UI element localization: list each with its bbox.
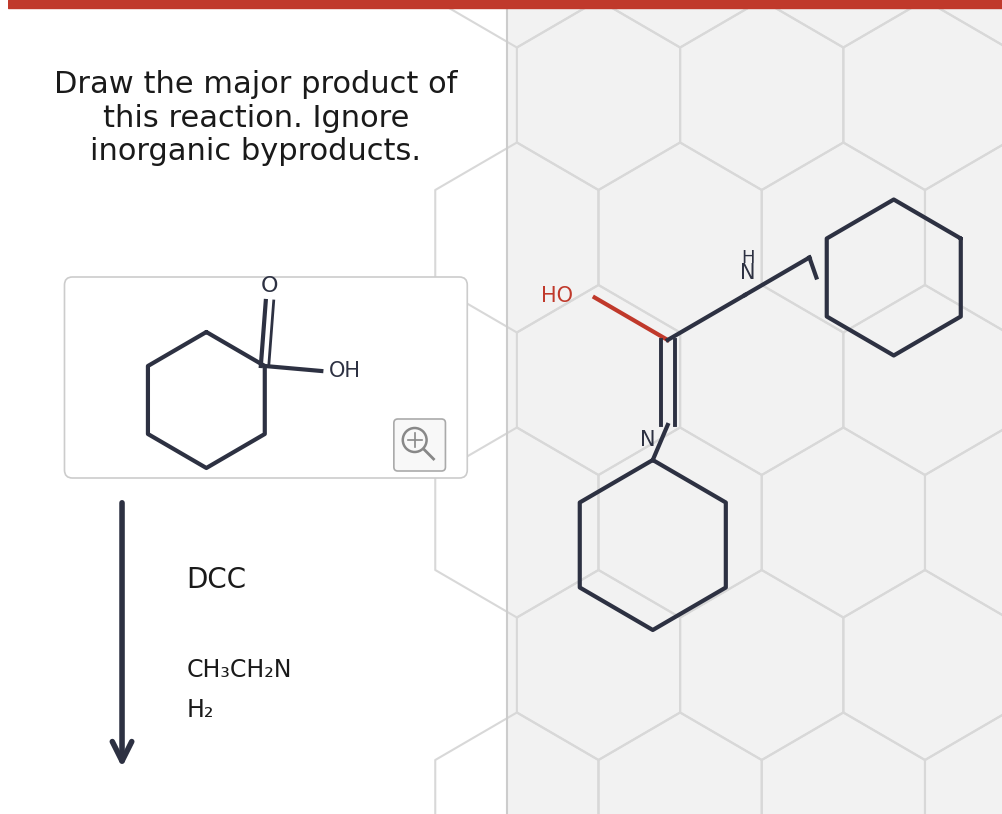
Text: CH₃CH₂N: CH₃CH₂N bbox=[186, 658, 292, 682]
Text: HO: HO bbox=[541, 286, 573, 305]
Text: H₂: H₂ bbox=[186, 698, 213, 722]
FancyBboxPatch shape bbox=[64, 277, 467, 478]
Text: N: N bbox=[740, 263, 756, 283]
FancyBboxPatch shape bbox=[394, 419, 446, 471]
Bar bbox=[8, 0, 1002, 8]
Text: Draw the major product of
this reaction. Ignore
inorganic byproducts.: Draw the major product of this reaction.… bbox=[54, 70, 458, 166]
Text: OH: OH bbox=[330, 361, 362, 381]
Bar bbox=[507, 0, 1002, 814]
Text: H: H bbox=[741, 249, 755, 267]
Text: DCC: DCC bbox=[186, 566, 246, 594]
Text: O: O bbox=[261, 276, 279, 296]
Text: N: N bbox=[640, 430, 655, 450]
